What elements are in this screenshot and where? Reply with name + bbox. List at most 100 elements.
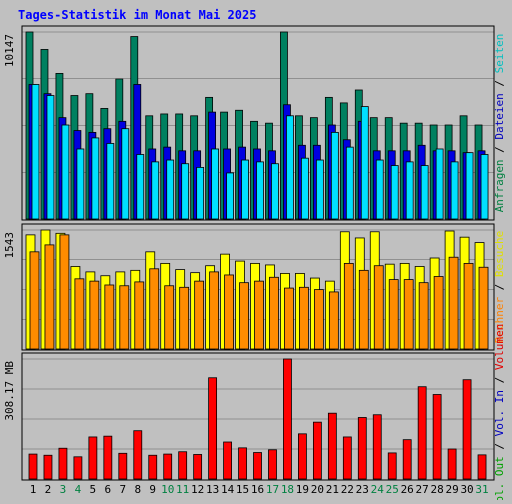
bar — [420, 165, 429, 220]
legend-entry: Anfragen — [493, 159, 506, 212]
series-volumen — [28, 358, 487, 480]
bar — [327, 412, 337, 480]
bar — [121, 128, 130, 220]
bar — [358, 269, 369, 350]
y-max-label: 308.17 MB — [3, 361, 16, 421]
bar — [223, 441, 232, 480]
x-tick-label: 31 — [475, 483, 488, 496]
legend-entry: / — [493, 277, 506, 297]
legend-bottom: Vol. Out / Vol. In / Volumen — [493, 324, 506, 500]
bar — [196, 166, 205, 220]
x-tick-label: 23 — [356, 483, 369, 496]
bar — [226, 172, 234, 220]
bar — [448, 256, 459, 350]
legend-top: Anfragen / Dateien / Seiten — [493, 34, 506, 213]
y-max-label: 10147 — [3, 34, 16, 67]
bar — [224, 274, 234, 350]
bar — [181, 163, 190, 220]
bar — [194, 280, 205, 350]
series-rechner — [29, 234, 489, 350]
bar — [148, 454, 158, 480]
x-tick-label: 18 — [281, 483, 294, 496]
bar — [417, 386, 427, 480]
series-seiten — [31, 84, 489, 220]
x-tick-label: 7 — [119, 483, 126, 496]
legend-entry: Besuche — [493, 231, 506, 277]
bar — [43, 454, 53, 480]
bar — [388, 279, 399, 350]
bar — [256, 161, 264, 220]
x-tick-label: 17 — [266, 483, 279, 496]
bar — [269, 276, 279, 350]
bar — [342, 436, 352, 480]
x-tick-label: 19 — [296, 483, 309, 496]
legend-entry: Vol. In — [493, 390, 506, 436]
bar — [241, 159, 249, 220]
bar — [46, 95, 55, 220]
bar — [88, 436, 98, 480]
bar — [462, 379, 472, 480]
x-tick-label: 2 — [45, 483, 52, 496]
bar — [298, 433, 307, 480]
bar — [403, 279, 414, 350]
bar — [315, 159, 324, 220]
x-tick-label: 1 — [30, 483, 37, 496]
bar — [343, 262, 354, 350]
bar — [179, 286, 190, 350]
bar — [73, 456, 83, 480]
x-tick-label: 28 — [431, 483, 444, 496]
bar — [463, 262, 474, 350]
x-tick-label: 14 — [221, 483, 235, 496]
bar — [106, 143, 115, 220]
bar — [166, 159, 175, 220]
bar — [209, 271, 220, 350]
bar — [357, 417, 367, 480]
bar — [405, 161, 414, 220]
bar — [58, 447, 68, 480]
x-tick-label: 22 — [341, 483, 354, 496]
bar — [239, 282, 249, 350]
bar — [387, 452, 397, 480]
x-tick-label: 26 — [401, 483, 414, 496]
bar — [268, 449, 277, 480]
bar — [31, 84, 40, 220]
bar — [360, 106, 369, 220]
bar — [328, 291, 339, 350]
x-tick-label: 8 — [134, 483, 141, 496]
bar — [253, 452, 262, 480]
x-tick-label: 15 — [236, 483, 249, 496]
bar — [435, 148, 444, 220]
panel-bottom: 308.17 MB Vol. Out / Vol. In / Volumen — [3, 324, 506, 504]
bar — [450, 161, 459, 220]
bar — [299, 286, 309, 350]
bar — [74, 278, 85, 350]
x-tick-label: 27 — [416, 483, 429, 496]
bar — [149, 268, 160, 350]
bar — [59, 234, 70, 350]
bar — [254, 280, 264, 350]
bar — [28, 453, 38, 480]
bar — [89, 280, 100, 350]
bar — [164, 285, 175, 350]
bar — [238, 447, 247, 480]
legend-entry: Vol. Out — [493, 456, 506, 500]
bar — [44, 244, 55, 350]
bar — [163, 453, 173, 480]
legend-entry: / — [493, 436, 506, 456]
bar — [345, 146, 354, 220]
chart-title: Tages-Statistik im Monat Mai 2025 — [18, 8, 256, 22]
bar — [286, 115, 294, 220]
legend-entry: Seiten — [493, 34, 506, 74]
legend-entry: Volumen — [493, 324, 506, 370]
x-tick-label: 25 — [386, 483, 399, 496]
bar — [151, 161, 160, 220]
legend-entry: / — [493, 370, 506, 390]
bar — [390, 165, 399, 220]
bar — [301, 157, 309, 220]
panel-top: 10147 Anfragen / Dateien / Seiten — [3, 25, 506, 221]
x-tick-label: 9 — [149, 483, 156, 496]
x-tick-label: 10 — [161, 483, 174, 496]
bar — [211, 148, 220, 220]
